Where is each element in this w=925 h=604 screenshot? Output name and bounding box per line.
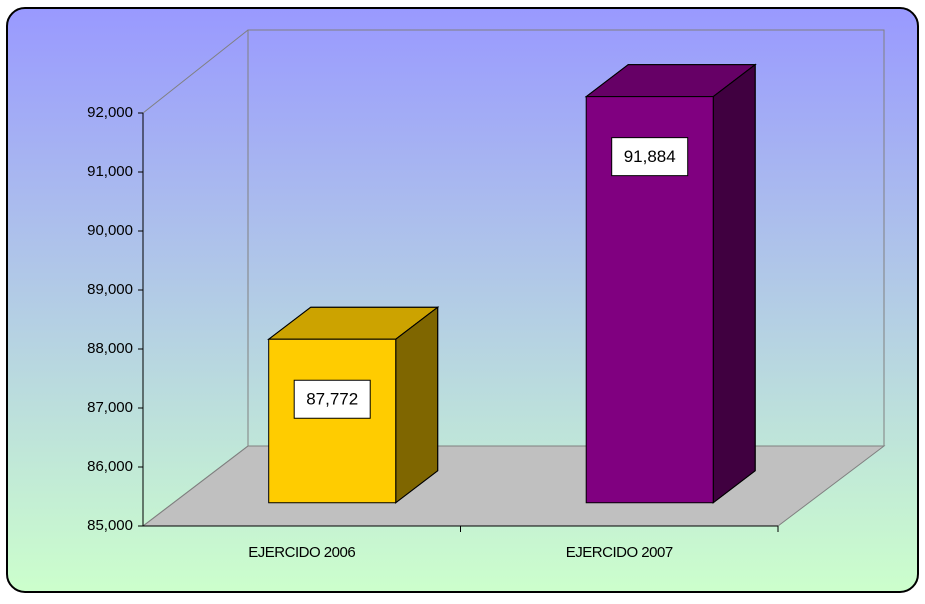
x-tick-label: EJERCIDO 2006 (248, 544, 355, 561)
y-tick-label: 85,000 (87, 517, 133, 534)
y-tick-label: 86,000 (87, 458, 133, 475)
value-label: 87,772 (306, 390, 358, 409)
y-tick-label: 87,000 (87, 399, 133, 416)
side-wall (142, 445, 249, 527)
value-label-box (293, 379, 371, 419)
value-label: 91,884 (624, 147, 676, 166)
bar-side-shade (712, 63, 756, 504)
value-label-box (611, 137, 689, 177)
bar (585, 96, 714, 504)
floor (141, 445, 886, 527)
back-wall (247, 29, 885, 446)
y-tick-label: 88,000 (87, 340, 133, 357)
y-tick-label: 89,000 (87, 281, 133, 298)
bar-side-shade (395, 306, 439, 504)
x-tick-label: EJERCIDO 2007 (566, 544, 673, 561)
y-tick-label: 90,000 (87, 222, 133, 239)
bar (268, 338, 397, 504)
y-tick-label: 91,000 (87, 163, 133, 180)
y-tick-label: 92,000 (87, 104, 133, 121)
side-wall (142, 29, 249, 114)
